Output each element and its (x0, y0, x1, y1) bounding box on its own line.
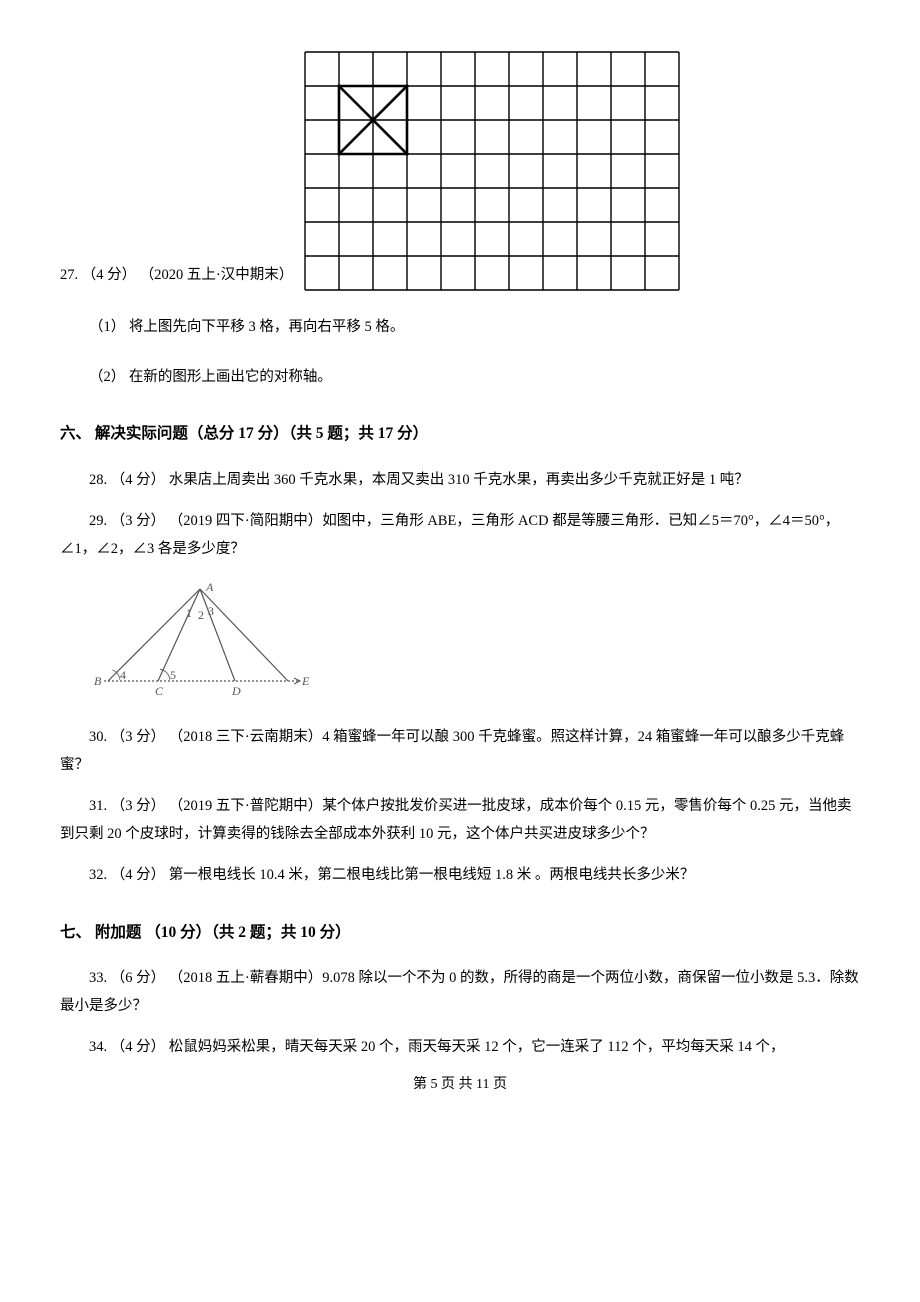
svg-text:E: E (301, 674, 310, 688)
q31-text: 31. （3 分） （2019 五下·普陀期中）某个体户按批发价买进一批皮球，成… (60, 793, 860, 848)
q27-sub1: （1） 将上图先向下平移 3 格，再向右平移 5 格。 (60, 314, 860, 342)
svg-text:A: A (205, 581, 214, 594)
q27-sub2: （2） 在新的图形上画出它的对称轴。 (60, 364, 860, 392)
page-footer: 第 5 页 共 11 页 (60, 1072, 860, 1099)
svg-text:3: 3 (208, 604, 214, 618)
section7-heading: 七、 附加题 （10 分）（共 2 题；共 10 分） (60, 918, 860, 947)
q28-text: 28. （4 分） 水果店上周卖出 360 千克水果，本周又卖出 310 千克水… (60, 467, 860, 495)
triangle-figure: A B C D E 123 4 5 (90, 581, 860, 706)
svg-text:D: D (231, 684, 241, 698)
svg-text:4: 4 (120, 668, 126, 682)
q30-text: 30. （3 分） （2018 三下·云南期末）4 箱蜜蜂一年可以酿 300 千… (60, 724, 860, 779)
q32-text: 32. （4 分） 第一根电线长 10.4 米，第二根电线比第一根电线短 1.8… (60, 862, 860, 890)
svg-text:2: 2 (198, 608, 204, 622)
grid-figure (303, 50, 681, 292)
svg-text:5: 5 (170, 668, 176, 682)
svg-text:1: 1 (186, 606, 192, 620)
q33-text: 33. （6 分） （2018 五上·蕲春期中）9.078 除以一个不为 0 的… (60, 965, 860, 1020)
section6-heading: 六、 解决实际问题（总分 17 分）（共 5 题；共 17 分） (60, 419, 860, 448)
svg-text:C: C (155, 684, 164, 698)
q34-text: 34. （4 分） 松鼠妈妈采松果，晴天每天采 20 个，雨天每天采 12 个，… (60, 1034, 860, 1062)
q29-text: 29. （3 分） （2019 四下·简阳期中）如图中，三角形 ABE，三角形 … (60, 508, 860, 563)
q27-prefix: 27. （4 分） （2020 五上·汉中期末） (60, 262, 293, 292)
svg-text:B: B (94, 674, 102, 688)
